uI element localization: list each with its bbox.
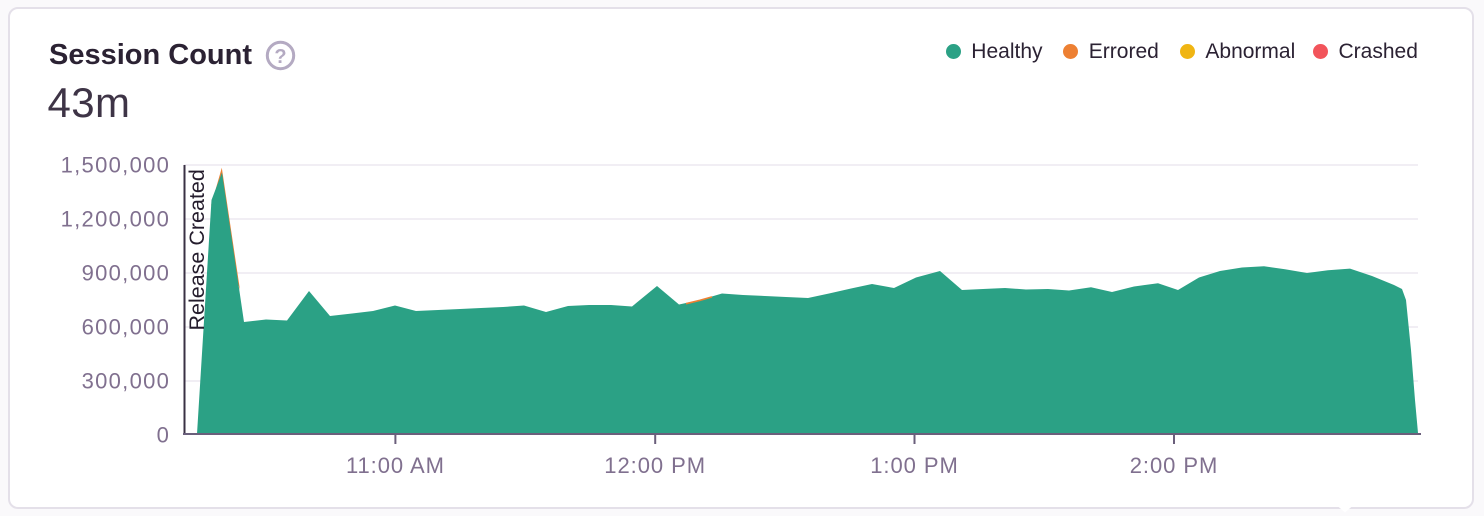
svg-text:900,000: 900,000	[82, 261, 171, 286]
svg-text:300,000: 300,000	[82, 369, 171, 394]
svg-text:1,500,000: 1,500,000	[61, 153, 171, 178]
svg-text:12:00 PM: 12:00 PM	[604, 453, 706, 478]
svg-text:11:00 AM: 11:00 AM	[346, 453, 445, 478]
svg-text:?: ?	[274, 46, 286, 68]
svg-text:1:00 PM: 1:00 PM	[870, 453, 959, 478]
svg-text:0: 0	[157, 423, 171, 448]
svg-text:600,000: 600,000	[82, 315, 171, 340]
svg-text:Release Created: Release Created	[185, 169, 209, 330]
svg-text:1,200,000: 1,200,000	[61, 207, 171, 232]
svg-text:2:00 PM: 2:00 PM	[1130, 453, 1219, 478]
